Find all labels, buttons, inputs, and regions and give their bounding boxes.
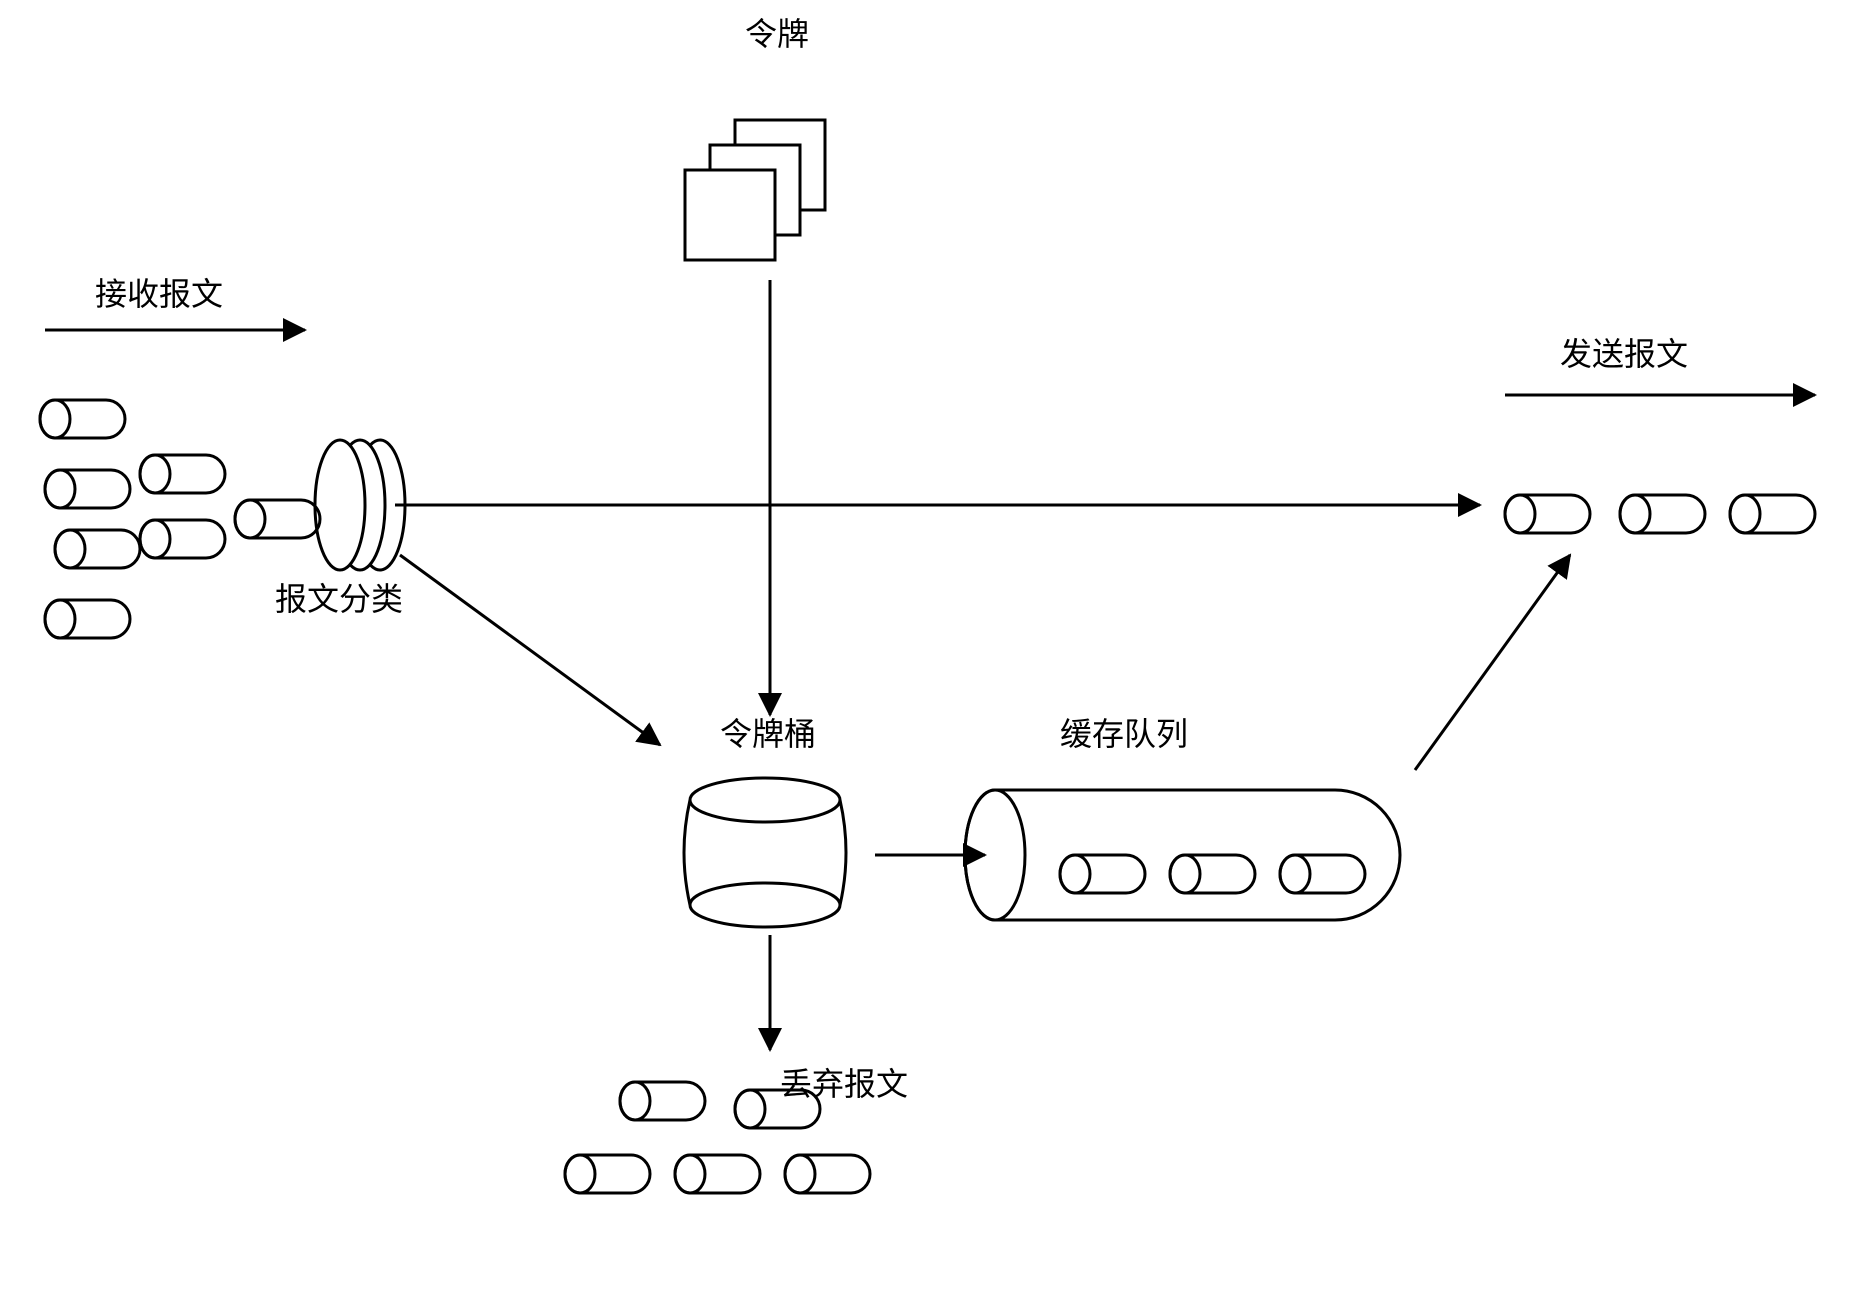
label-cache_queue: 缓存队列 xyxy=(1060,716,1188,752)
token-bucket xyxy=(684,778,846,927)
packet-out-2 xyxy=(1730,495,1815,533)
packet-in-3 xyxy=(55,530,140,568)
classifier-disc-0 xyxy=(315,440,365,570)
packet-in-0 xyxy=(40,400,125,438)
label-discard: 丢弃报文 xyxy=(780,1066,908,1102)
label-bucket: 令牌桶 xyxy=(720,716,816,752)
token-square-0 xyxy=(685,170,775,260)
packet-discard-3 xyxy=(675,1155,760,1193)
packet-queue-1 xyxy=(1170,855,1255,893)
packet-queue-0 xyxy=(1060,855,1145,893)
packet-discard-0 xyxy=(620,1082,705,1120)
packet-discard-2 xyxy=(565,1155,650,1193)
packet-out-0 xyxy=(1505,495,1590,533)
label-tokens: 令牌 xyxy=(745,16,809,52)
packet-in-6 xyxy=(45,600,130,638)
packet-in-1 xyxy=(45,470,130,508)
packet-out-1 xyxy=(1620,495,1705,533)
packet-discard-4 xyxy=(785,1155,870,1193)
packet-queue-2 xyxy=(1280,855,1365,893)
label-receive: 接收报文 xyxy=(95,276,223,312)
arrow-q_to_out xyxy=(1415,555,1570,770)
packet-in-2 xyxy=(140,455,225,493)
packet-in-5 xyxy=(235,500,320,538)
packet-in-4 xyxy=(140,520,225,558)
label-classify: 报文分类 xyxy=(275,581,403,617)
label-send: 发送报文 xyxy=(1560,336,1688,372)
arrow-to_bucket xyxy=(400,555,660,745)
